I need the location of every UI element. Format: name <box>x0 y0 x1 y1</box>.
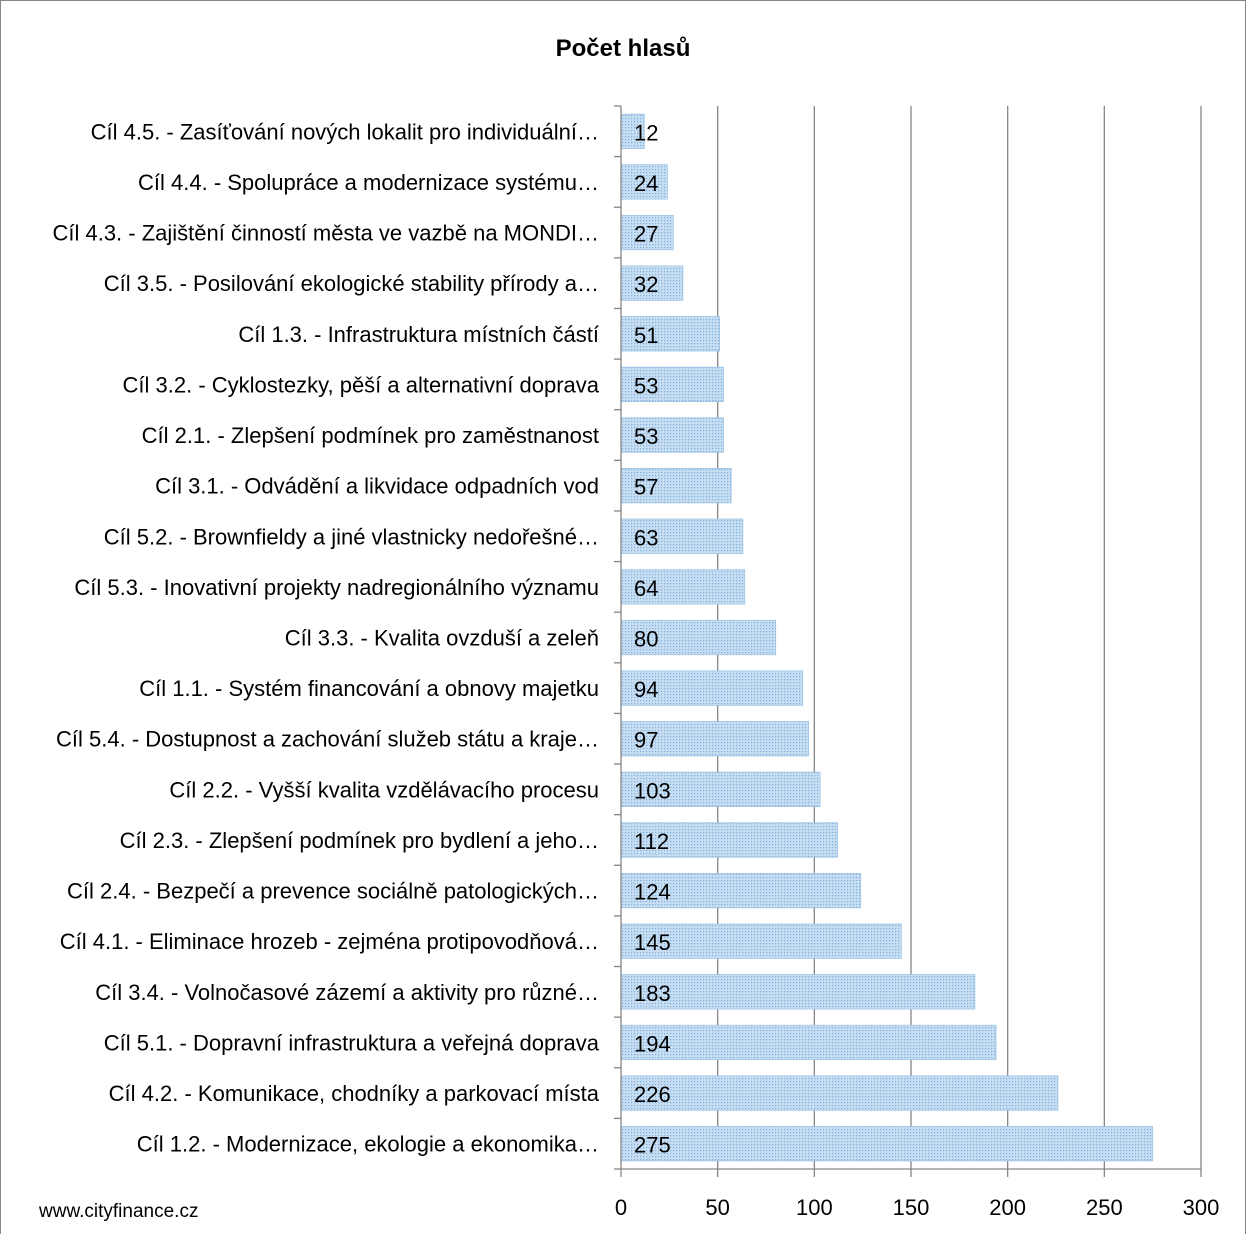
bar <box>620 1024 997 1061</box>
category-label: Cíl 2.2. - Vyšší kvalita vzdělávacího pr… <box>169 777 599 802</box>
bar <box>620 316 720 352</box>
data-label: 275 <box>634 1133 671 1158</box>
category-label: Cíl 4.2. - Komunikace, chodníky a parkov… <box>109 1081 600 1106</box>
bar <box>620 468 732 504</box>
data-label: 183 <box>634 981 671 1006</box>
bars <box>620 113 1154 1162</box>
category-label: Cíl 2.1. - Zlepšení podmínek pro zaměstn… <box>142 423 599 448</box>
data-label: 194 <box>634 1031 671 1056</box>
bar <box>620 164 668 200</box>
x-tick-label: 300 <box>1183 1195 1220 1220</box>
bar <box>620 214 674 251</box>
category-label: Cíl 5.2. - Brownfieldy a jiné vlastnicky… <box>104 524 599 549</box>
category-label: Cíl 3.5. - Posilování ekologické stabili… <box>104 271 599 296</box>
gridlines <box>717 106 1202 1169</box>
data-label: 27 <box>634 222 658 247</box>
data-label: 12 <box>634 120 658 145</box>
category-label: Cíl 2.4. - Bezpečí a prevence sociálně p… <box>67 879 599 904</box>
bar <box>620 670 804 706</box>
data-label: 97 <box>634 728 658 753</box>
labels: Cíl 4.5. - Zasíťování nových lokalit pro… <box>52 119 670 1157</box>
category-label: Cíl 5.1. - Dopravní infrastruktura a veř… <box>104 1030 600 1055</box>
category-label: Cíl 5.4. - Dostupnost a zachování služeb… <box>56 727 599 752</box>
data-label: 94 <box>634 677 658 702</box>
x-tick-label: 150 <box>893 1195 930 1220</box>
bar <box>620 872 862 909</box>
bar <box>620 366 724 403</box>
category-label: Cíl 3.4. - Volnočasové zázemí a aktivity… <box>95 980 599 1005</box>
category-label: Cíl 4.4. - Spolupráce a modernizace syst… <box>138 170 599 195</box>
data-label: 226 <box>634 1082 671 1107</box>
x-tick-label: 50 <box>705 1195 729 1220</box>
data-label: 103 <box>634 778 671 803</box>
data-label: 51 <box>634 323 658 348</box>
bar <box>620 265 684 301</box>
data-label: 145 <box>634 930 671 955</box>
bar <box>620 721 809 757</box>
category-label: Cíl 4.3. - Zajištění činností města ve v… <box>52 221 599 246</box>
chart-title: Počet hlasů <box>555 35 691 62</box>
category-label: Cíl 1.1. - Systém financování a obnovy m… <box>139 676 599 701</box>
axes: 0 50 100 150 200 250 300 <box>614 105 1220 1220</box>
bar <box>620 569 746 605</box>
data-label: 63 <box>634 525 658 550</box>
category-label: Cíl 3.1. - Odvádění a likvidace odpadníc… <box>155 474 599 499</box>
x-tick-label: 250 <box>1086 1195 1123 1220</box>
bar <box>620 822 838 858</box>
category-label: Cíl 4.1. - Eliminace hrozeb - zejména pr… <box>60 929 599 954</box>
category-label: Cíl 4.5. - Zasíťování nových lokalit pro… <box>91 119 599 144</box>
bar <box>620 923 902 959</box>
data-label: 32 <box>634 272 658 297</box>
x-tick-label: 200 <box>989 1195 1026 1220</box>
category-label: Cíl 2.3. - Zlepšení podmínek pro bydlení… <box>120 828 599 853</box>
data-label: 53 <box>634 373 658 398</box>
bar <box>620 974 976 1010</box>
bar <box>620 1126 1154 1162</box>
bar <box>620 771 821 807</box>
category-label: Cíl 5.3. - Inovativní projekty nadregion… <box>74 575 599 600</box>
data-label: 64 <box>634 576 658 601</box>
data-label: 53 <box>634 424 658 449</box>
category-label: Cíl 1.3. - Infrastruktura místních částí <box>238 322 599 347</box>
data-label: 57 <box>634 475 658 500</box>
data-label: 112 <box>634 829 669 854</box>
category-label: Cíl 3.2. - Cyklostezky, pěší a alternati… <box>123 372 600 397</box>
bar <box>620 417 724 453</box>
x-tick-label: 100 <box>796 1195 833 1220</box>
data-label: 24 <box>634 171 658 196</box>
category-label: Cíl 3.3. - Kvalita ovzduší a zeleň <box>285 626 599 651</box>
bar <box>620 619 777 656</box>
data-label: 124 <box>634 880 671 905</box>
x-tick-label: 0 <box>615 1195 627 1220</box>
data-label: 80 <box>634 627 658 652</box>
category-label: Cíl 1.2. - Modernizace, ekologie a ekono… <box>137 1132 599 1157</box>
bar <box>620 1075 1059 1111</box>
bar <box>620 518 744 554</box>
source-footnote: www.cityfinance.cz <box>39 1201 199 1222</box>
